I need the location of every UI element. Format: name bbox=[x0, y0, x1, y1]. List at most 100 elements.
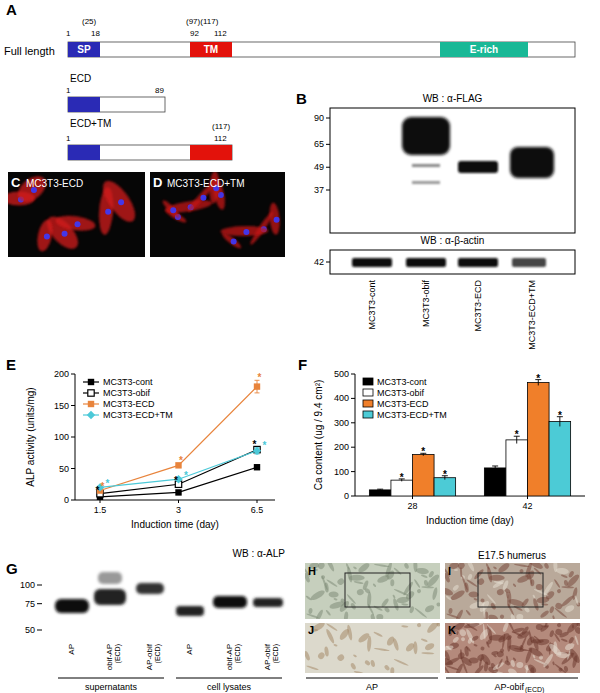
lane-label: AP-obif bbox=[263, 643, 272, 670]
x-tick-label: 42 bbox=[522, 501, 532, 511]
residue-number: 89 bbox=[155, 86, 164, 95]
panel-letter: B bbox=[296, 90, 307, 107]
x-tick-label: 1.5 bbox=[94, 505, 107, 515]
texture bbox=[505, 634, 512, 641]
texture bbox=[568, 647, 580, 664]
domain-label: E-rich bbox=[470, 44, 498, 55]
texture bbox=[467, 637, 473, 644]
texture bbox=[486, 594, 496, 605]
residue-number: (25) bbox=[82, 17, 97, 26]
texture bbox=[325, 628, 336, 644]
texture bbox=[561, 638, 568, 642]
significance-mark: * bbox=[253, 439, 257, 450]
residue-number: 112 bbox=[214, 134, 227, 143]
texture bbox=[333, 598, 337, 601]
residue-number: (117) bbox=[212, 122, 230, 131]
band bbox=[402, 117, 450, 155]
texture bbox=[568, 636, 575, 644]
texture bbox=[346, 594, 356, 605]
significance-mark: * bbox=[258, 372, 262, 383]
band bbox=[136, 583, 164, 594]
texture bbox=[492, 579, 505, 589]
legend-marker bbox=[87, 411, 95, 419]
y-tick bbox=[351, 496, 355, 497]
band bbox=[253, 598, 283, 607]
significance-mark: * bbox=[400, 472, 404, 483]
lane-sublabel: (ECD) bbox=[114, 644, 122, 663]
mw-label: 50 bbox=[25, 625, 35, 635]
bar bbox=[369, 490, 391, 496]
texture bbox=[480, 653, 493, 667]
texture bbox=[493, 566, 497, 570]
blot-bands bbox=[55, 572, 283, 616]
texture bbox=[499, 648, 505, 654]
residue-number: 92 bbox=[190, 29, 199, 38]
series-line bbox=[100, 387, 257, 491]
texture bbox=[516, 574, 530, 584]
group-label: cell lysates bbox=[207, 682, 252, 692]
band bbox=[412, 164, 440, 167]
texture bbox=[473, 598, 477, 601]
cell bbox=[161, 198, 182, 219]
y-tick-label: 400 bbox=[334, 393, 349, 403]
texture bbox=[455, 609, 465, 619]
texture bbox=[357, 563, 371, 574]
texture bbox=[354, 580, 364, 584]
texture bbox=[445, 563, 451, 577]
band bbox=[406, 258, 446, 267]
texture bbox=[564, 666, 569, 673]
texture bbox=[516, 614, 523, 619]
texture bbox=[445, 645, 454, 650]
texture bbox=[554, 663, 568, 673]
texture bbox=[321, 575, 329, 591]
domain bbox=[190, 42, 232, 57]
texture bbox=[512, 583, 516, 587]
texture bbox=[564, 604, 576, 614]
legend-label: MC3T3-cont bbox=[103, 377, 153, 387]
texture bbox=[506, 656, 509, 663]
band bbox=[176, 606, 204, 616]
significance-mark: * bbox=[179, 455, 183, 466]
texture bbox=[542, 581, 554, 597]
band bbox=[512, 258, 546, 267]
texture bbox=[421, 652, 434, 655]
band bbox=[94, 589, 126, 605]
texture bbox=[416, 567, 430, 575]
y-tick-label: 200 bbox=[334, 442, 349, 452]
y-tick-label: 100 bbox=[54, 432, 69, 442]
series-line bbox=[100, 467, 257, 497]
band bbox=[213, 596, 247, 608]
texture bbox=[373, 631, 383, 637]
significance-mark: * bbox=[101, 481, 105, 492]
texture bbox=[344, 611, 349, 619]
section-image bbox=[305, 563, 440, 619]
texture bbox=[519, 636, 527, 651]
texture bbox=[424, 604, 436, 614]
texture bbox=[424, 580, 429, 587]
texture bbox=[353, 654, 357, 658]
texture bbox=[362, 580, 369, 591]
x-axis-title: Induction time (day) bbox=[131, 519, 219, 530]
texture bbox=[526, 663, 537, 673]
texture bbox=[473, 568, 485, 580]
texture bbox=[401, 625, 408, 628]
texture bbox=[468, 591, 478, 597]
section-bg bbox=[445, 563, 580, 619]
y-tick-label: 0 bbox=[64, 495, 69, 505]
error-bar bbox=[377, 489, 383, 490]
texture bbox=[559, 631, 570, 639]
texture bbox=[512, 657, 516, 661]
texture bbox=[554, 579, 561, 588]
cell bbox=[55, 213, 97, 232]
texture bbox=[390, 667, 394, 673]
lane-label: obif-AP bbox=[225, 644, 234, 670]
nucleus bbox=[105, 209, 111, 215]
micrograph-bg bbox=[8, 172, 145, 257]
significance-mark: * bbox=[263, 440, 267, 451]
residue-number: 1 bbox=[66, 29, 71, 38]
y-tick bbox=[71, 437, 75, 438]
residue-number: 1 bbox=[66, 134, 71, 143]
y-tick-label: 100 bbox=[334, 467, 349, 477]
y-tick bbox=[71, 374, 75, 375]
cell bbox=[35, 218, 55, 252]
